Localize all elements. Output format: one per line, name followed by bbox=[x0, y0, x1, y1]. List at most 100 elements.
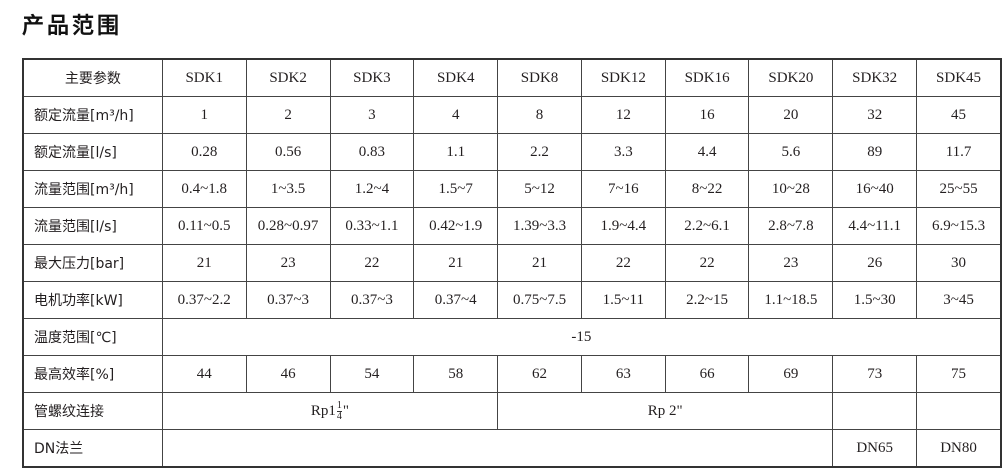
table-cell: 69 bbox=[748, 355, 834, 393]
thread-suffix: " bbox=[342, 402, 350, 419]
table-cell: 22 bbox=[580, 244, 666, 282]
table-cell: 12 bbox=[580, 96, 666, 134]
table-row: 额定流量[m³/h] 1 2 3 4 8 12 16 20 32 45 bbox=[22, 96, 1002, 134]
table-cell: 8~22 bbox=[664, 170, 750, 208]
table-cell: 21 bbox=[161, 244, 247, 282]
column-header: SDK1 bbox=[161, 58, 247, 97]
table-cell: 58 bbox=[413, 355, 499, 393]
table-cell: 32 bbox=[832, 96, 918, 134]
table-cell bbox=[916, 392, 1002, 430]
thread-prefix: Rp1 bbox=[310, 402, 336, 419]
efficiency-row: 最高效率[%] 44 46 54 58 62 63 66 69 73 75 bbox=[22, 355, 1002, 393]
row-label: 流量范围[m³/h] bbox=[22, 170, 163, 208]
table-cell: 45 bbox=[916, 96, 1002, 134]
table-cell: 1 bbox=[161, 96, 247, 134]
table-cell: 63 bbox=[580, 355, 666, 393]
row-label: 温度范围[℃] bbox=[22, 318, 163, 356]
table-cell: 3.3 bbox=[580, 133, 666, 171]
table-cell: 0.28 bbox=[161, 133, 247, 171]
table-cell: 0.37~3 bbox=[245, 281, 331, 319]
column-header: SDK32 bbox=[832, 58, 918, 97]
table-cell: 0.56 bbox=[245, 133, 331, 171]
table-cell: 25~55 bbox=[916, 170, 1002, 208]
table-cell: 11.7 bbox=[916, 133, 1002, 171]
table-cell: 0.37~4 bbox=[413, 281, 499, 319]
table-cell: 1.5~11 bbox=[580, 281, 666, 319]
header-row: 主要参数 SDK1 SDK2 SDK3 SDK4 SDK8 SDK12 SDK16 SDK20 S… bbox=[22, 58, 1002, 97]
table-cell: 16 bbox=[664, 96, 750, 134]
table-cell: 16~40 bbox=[832, 170, 918, 208]
table-cell: 21 bbox=[497, 244, 582, 282]
table-cell: 2.2 bbox=[497, 133, 582, 171]
table-cell: 1.1 bbox=[413, 133, 499, 171]
table-cell: 22 bbox=[664, 244, 750, 282]
table-cell: 22 bbox=[329, 244, 415, 282]
column-header: SDK4 bbox=[413, 58, 499, 97]
thread-small-cell: Rp1 1 4 " bbox=[161, 392, 499, 430]
table-cell: 73 bbox=[832, 355, 918, 393]
table-cell: 3 bbox=[329, 96, 415, 134]
row-label: 额定流量[l/s] bbox=[22, 133, 163, 171]
column-header: SDK45 bbox=[916, 58, 1002, 97]
table-cell: 23 bbox=[245, 244, 331, 282]
table-cell: 30 bbox=[916, 244, 1002, 282]
table-cell: DN65 bbox=[832, 429, 918, 468]
table-cell: 1~3.5 bbox=[245, 170, 331, 208]
table-cell: 8 bbox=[497, 96, 582, 134]
table-cell: 23 bbox=[748, 244, 834, 282]
row-header-label: 主要参数 bbox=[22, 58, 163, 97]
table-cell: 0.75~7.5 bbox=[497, 281, 582, 319]
table-cell: 1.2~4 bbox=[329, 170, 415, 208]
row-label: 最大压力[bar] bbox=[22, 244, 163, 282]
table-cell: 62 bbox=[497, 355, 582, 393]
numerator: 1 bbox=[336, 399, 342, 412]
table-row: 流量范围[m³/h] 0.4~1.8 1~3.5 1.2~4 1.5~7 5~12 7~16… bbox=[22, 170, 1002, 208]
table-cell: 10~28 bbox=[748, 170, 834, 208]
flange-row: DN法兰 DN65 DN80 bbox=[22, 429, 1002, 468]
table-cell: 54 bbox=[329, 355, 415, 393]
denominator: 4 bbox=[336, 410, 342, 422]
table-cell: 0.83 bbox=[329, 133, 415, 171]
page-title: 产品范围 bbox=[22, 14, 123, 39]
table-cell: 21 bbox=[413, 244, 499, 282]
table-cell: 2 bbox=[245, 96, 331, 134]
table-cell: 2.8~7.8 bbox=[748, 207, 834, 245]
column-header: SDK20 bbox=[748, 58, 834, 97]
table-row: 额定流量[l/s] 0.28 0.56 0.83 1.1 2.2 3.3 4.4 5.6 89 11… bbox=[22, 133, 1002, 171]
table-cell: 4.4~11.1 bbox=[832, 207, 918, 245]
table-cell: 1.9~4.4 bbox=[580, 207, 666, 245]
table-cell: 5~12 bbox=[497, 170, 582, 208]
table-cell: 0.11~0.5 bbox=[161, 207, 247, 245]
table-cell: 6.9~15.3 bbox=[916, 207, 1002, 245]
row-label: 最高效率[%] bbox=[22, 355, 163, 393]
table-cell: DN80 bbox=[916, 429, 1002, 468]
table-row: 流量范围[l/s] 0.11~0.5 0.28~0.97 0.33~1.1 0.42~1… bbox=[22, 207, 1002, 245]
table-row: 最大压力[bar] 21 23 22 21 21 22 22 23 26 30 bbox=[22, 244, 1002, 282]
table-cell: 5.6 bbox=[748, 133, 834, 171]
table-cell: 44 bbox=[161, 355, 247, 393]
table-cell: 4 bbox=[413, 96, 499, 134]
row-label: DN法兰 bbox=[22, 429, 163, 468]
row-label: 电机功率[kW] bbox=[22, 281, 163, 319]
column-header: SDK12 bbox=[580, 58, 666, 97]
temperature-row: 温度范围[℃] -15 bbox=[22, 318, 1002, 356]
table-cell: 1.5~7 bbox=[413, 170, 499, 208]
table-cell: -15 bbox=[161, 318, 1002, 356]
column-header: SDK16 bbox=[664, 58, 750, 97]
table-cell: 0.42~1.9 bbox=[413, 207, 499, 245]
table-cell: 3~45 bbox=[916, 281, 1002, 319]
column-header: SDK2 bbox=[245, 58, 331, 97]
table-cell: 1.5~30 bbox=[832, 281, 918, 319]
table-cell: 0.28~0.97 bbox=[245, 207, 331, 245]
row-label: 管螺纹连接 bbox=[22, 392, 163, 430]
table-cell: 66 bbox=[664, 355, 750, 393]
table-cell bbox=[161, 429, 834, 468]
table-cell: 75 bbox=[916, 355, 1002, 393]
table-cell: 20 bbox=[748, 96, 834, 134]
table-cell: 7~16 bbox=[580, 170, 666, 208]
table-cell: 0.33~1.1 bbox=[329, 207, 415, 245]
table-cell: 26 bbox=[832, 244, 918, 282]
table-cell: 1.1~18.5 bbox=[748, 281, 834, 319]
table-cell: 89 bbox=[832, 133, 918, 171]
